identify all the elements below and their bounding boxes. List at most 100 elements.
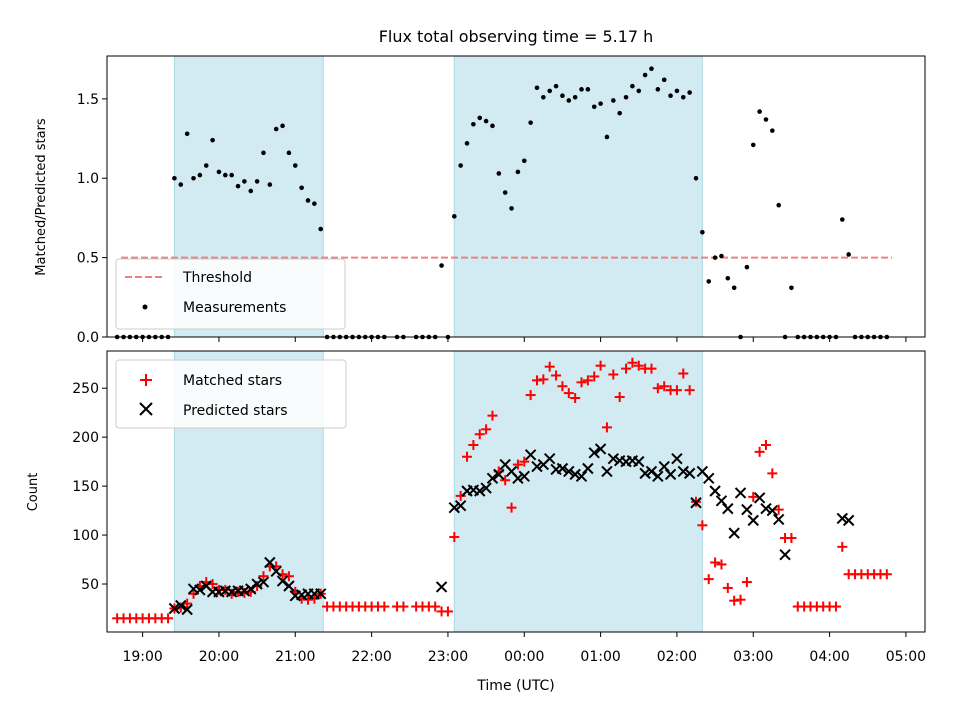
xtick-label: 19:00 [122,649,162,665]
chart-title: Flux total observing time = 5.17 h [379,27,654,46]
measurement-point [318,226,324,232]
xtick-label: 21:00 [275,649,315,665]
measurement-point [541,94,546,100]
matched-stars-point [678,368,689,379]
matched-stars-point [589,371,600,382]
measurement-point [623,94,629,100]
matched-stars-point [786,533,797,544]
predicted-stars-point [639,467,651,480]
measurement-point [846,252,851,257]
matched-stars-point [474,429,485,440]
xtick-label: 00:00 [504,649,544,665]
matched-stars-point [462,451,473,462]
predicted-stars-point [556,462,569,475]
bottom-ytick-label: 250 [72,381,99,397]
bottom-ytick-label: 50 [81,577,99,593]
matched-stars-point [449,532,460,543]
predicted-stars-point [257,576,270,588]
measurement-point [267,182,273,187]
matched-stars-point [519,456,530,467]
matched-stars-point [582,375,593,386]
predicted-stars-point [569,468,581,481]
measurement-point [280,123,285,129]
measurement-point [305,198,311,203]
measurement-point [719,253,724,259]
measurement-point [750,142,756,148]
matched-stars-point [722,582,733,593]
measurement-point [242,179,247,184]
predicted-stars-point [728,527,740,539]
matched-stars-point [621,363,632,374]
measurement-point [661,77,667,83]
predicted-stars-point [703,472,715,484]
top-legend: Threshold Measurements [115,258,346,330]
top-panel: 0.0 0.5 1.0 1.5 Matched/Predicted stars Thr… [34,55,926,346]
matched-stars-point [881,569,892,580]
matched-stars-point [557,381,568,392]
matched-stars-point [525,390,536,401]
legend-matched-label: Matched stars [183,373,282,389]
measurement-point [712,255,718,260]
predicted-stars-point [512,472,524,484]
measurement-point [725,275,731,281]
matched-stars-point [760,439,771,450]
matched-stars-point [633,360,644,371]
matched-stars-point [684,385,695,396]
predicted-stars-point [722,502,734,515]
predicted-stars-point [518,470,530,483]
measurement-point [490,123,495,129]
matched-stars-point [837,541,848,552]
predicted-stars-point [772,513,785,526]
predicted-stars-point [194,584,206,596]
measurement-point [560,93,565,98]
predicted-stars-point [270,565,282,578]
matched-stars-point [735,594,746,605]
top-ytick-label: 0.0 [77,330,99,346]
matched-stars-point [576,377,587,388]
matched-stars-point [379,601,390,612]
predicted-stars-point [582,462,594,475]
matched-stars-point [163,613,174,624]
measurement-point [680,94,686,100]
measurement-point [598,101,603,106]
predicted-stars-point [741,503,753,516]
measurement-point [178,182,184,187]
measurement-point [439,263,444,268]
matched-stars-point [773,504,784,515]
matched-stars-point [512,459,523,470]
predicted-stars-point [658,460,670,473]
predicted-stars-point [760,502,772,515]
matched-stars-point [659,381,670,392]
bottom-ytick-label: 200 [72,430,99,446]
top-ytick-label: 1.5 [77,92,99,108]
measurement-point [776,202,782,208]
matched-stars-point [309,593,320,604]
xtick-label: 04:00 [809,649,849,665]
matched-stars-point [487,410,498,421]
predicted-stars-point [709,485,721,497]
matched-stars-point [544,361,555,372]
predicted-stars-point [238,585,251,597]
predicted-stars-point [480,482,492,494]
matched-stars-point [671,385,682,396]
matched-stars-point [608,369,619,380]
x-axis-label: Time (UTC) [476,678,554,694]
measurement-point [655,87,661,92]
bottom-plot-frame [106,350,926,633]
measurement-point [547,88,553,94]
measurement-point [566,98,572,103]
predicted-stars-point [734,487,747,499]
measurement-point [502,190,508,195]
matched-stars-point [652,383,663,394]
predicted-stars-point [645,465,658,478]
measurement-point [763,117,769,122]
matched-stars-point [741,577,752,588]
measurement-point [591,104,597,110]
measurement-point [197,172,203,178]
predicted-stars-point [607,452,620,465]
matched-stars-point [442,606,453,617]
matched-stars-point [570,392,581,403]
xtick-label: 01:00 [580,649,620,665]
measurement-point [604,134,610,140]
